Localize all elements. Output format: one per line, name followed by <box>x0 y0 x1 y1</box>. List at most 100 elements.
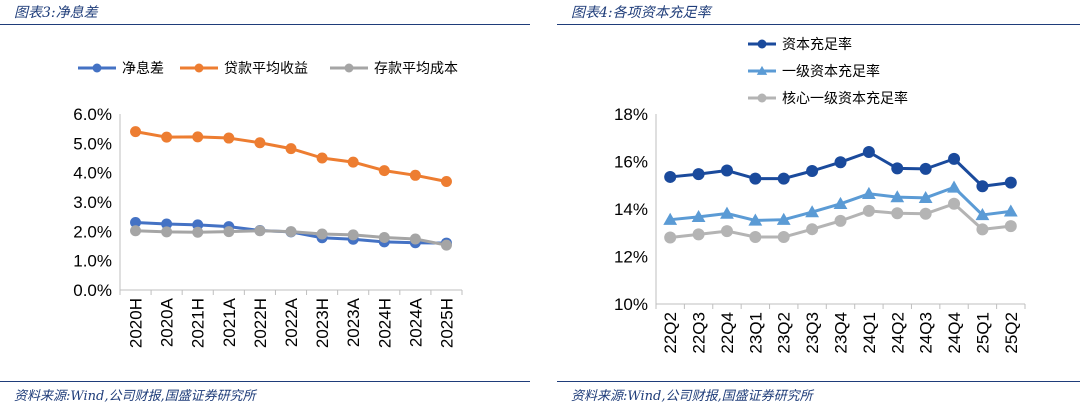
legend-item: 一级资本充足率 <box>748 63 880 80</box>
legend-item: 净息差 <box>78 60 164 77</box>
data-point <box>409 233 421 245</box>
data-point <box>720 164 733 177</box>
data-point <box>223 132 235 144</box>
data-point <box>976 180 989 193</box>
data-point <box>1003 204 1018 217</box>
x-tick-label: 24Q4 <box>945 312 964 354</box>
data-point <box>918 190 933 204</box>
x-tick-label: 23Q1 <box>746 312 765 354</box>
data-point <box>749 231 762 244</box>
x-tick-label: 24Q2 <box>888 312 907 354</box>
data-point <box>919 207 932 220</box>
data-point <box>223 226 235 238</box>
data-point <box>440 175 452 187</box>
y-tick-label: 14% <box>614 200 648 219</box>
data-point <box>919 162 932 175</box>
data-point <box>891 162 904 175</box>
data-point <box>1004 176 1017 189</box>
data-point <box>130 126 142 138</box>
source-rule <box>557 381 1080 382</box>
capital-ratio-chart: 10% 12% 14% 16% 18% 22Q2 22Q3 22Q4 23Q1 23Q2 23Q3 2… <box>614 36 1026 354</box>
data-point <box>776 212 791 225</box>
x-tick-label: 2023H <box>313 298 332 348</box>
data-point <box>130 225 142 237</box>
data-point <box>806 165 819 177</box>
series-line <box>135 130 447 183</box>
panel-title: 图表3:净息差 <box>14 5 98 21</box>
data-point <box>890 190 905 203</box>
data-point <box>891 207 904 220</box>
right-panel: 图表4:各项资本充足率 10% 12% 14% 16% 18% 22Q2 22Q3 22Q4 2… <box>557 0 1080 407</box>
data-point <box>862 146 875 158</box>
data-point <box>316 228 328 240</box>
x-tick-label: 24Q1 <box>860 312 879 354</box>
data-point <box>316 152 328 164</box>
data-point <box>664 231 677 244</box>
data-point <box>862 204 875 217</box>
x-tick-label: 25Q2 <box>1002 312 1021 354</box>
data-point <box>777 172 790 185</box>
legend-label: 贷款平均收益 <box>224 61 308 77</box>
x-tick-label: 2023A <box>344 297 363 347</box>
title-rule <box>557 24 1080 25</box>
series-存款平均成本 <box>130 225 452 251</box>
y-tick-label: 1.0% <box>73 252 112 271</box>
y-tick-label: 10% <box>614 295 648 314</box>
data-point <box>948 197 961 210</box>
x-tick-label: 23Q2 <box>775 312 794 354</box>
data-point <box>720 206 734 219</box>
data-point <box>777 231 790 244</box>
data-point <box>976 223 989 236</box>
panel-title: 图表4:各项资本充足率 <box>571 5 711 21</box>
legend-marker <box>344 63 354 73</box>
legend-item: 核心一级资本充足率 <box>748 90 908 107</box>
y-tick-label: 18% <box>614 105 648 124</box>
x-tick-label: 23Q3 <box>803 312 822 354</box>
data-point <box>347 156 359 168</box>
legend-label: 资本充足率 <box>782 36 852 53</box>
data-point <box>748 213 763 226</box>
legend-marker <box>194 63 204 73</box>
y-tick-label: 0.0% <box>73 281 112 300</box>
x-tick-label: 2021A <box>220 297 239 347</box>
x-tick-label: 2020A <box>158 297 177 347</box>
data-point <box>749 172 762 185</box>
data-point <box>948 152 961 165</box>
source-note: 资料来源:Wind,公司财报,国盛证券研究所 <box>571 389 813 404</box>
data-point <box>378 165 390 177</box>
legend-label: 核心一级资本充足率 <box>782 90 908 107</box>
x-tick-label: 2025H <box>437 298 456 348</box>
data-point <box>947 180 961 193</box>
data-point <box>347 229 359 241</box>
y-tick-label: 12% <box>614 248 648 267</box>
y-tick-label: 4.0% <box>73 164 112 183</box>
legend-marker <box>756 65 768 75</box>
data-point <box>805 205 820 218</box>
x-tick-label: 2022A <box>282 297 301 347</box>
legend-marker <box>92 63 102 73</box>
data-point <box>130 217 142 229</box>
series-资本充足率 <box>664 146 1017 193</box>
x-tick-label: 2020H <box>127 298 146 348</box>
nim-chart: 0.0% 1.0% 2.0% 3.0% 4.0% 5.0% 6.0% 2020H 2020A 20… <box>73 60 463 348</box>
data-point <box>192 226 204 238</box>
legend-label: 一级资本充足率 <box>782 63 880 80</box>
data-point <box>664 170 677 183</box>
data-point <box>285 143 297 155</box>
legend-label: 存款平均成本 <box>374 61 458 77</box>
legend-marker <box>757 39 767 49</box>
x-tick-label: 2024H <box>375 298 394 348</box>
series-贷款平均收益 <box>130 126 452 187</box>
data-point <box>378 231 390 243</box>
x-tick-label: 2024A <box>406 297 425 347</box>
data-point <box>834 156 847 169</box>
x-tick-label: 22Q3 <box>690 312 709 354</box>
y-tick-label: 2.0% <box>73 222 112 241</box>
data-point <box>1004 220 1017 233</box>
y-tick-label: 3.0% <box>73 193 112 212</box>
data-point <box>161 131 173 143</box>
y-tick-label: 16% <box>614 153 648 172</box>
legend-marker <box>757 93 767 103</box>
source-note: 资料来源:Wind,公司财报,国盛证券研究所 <box>14 389 256 404</box>
data-point <box>161 218 173 230</box>
